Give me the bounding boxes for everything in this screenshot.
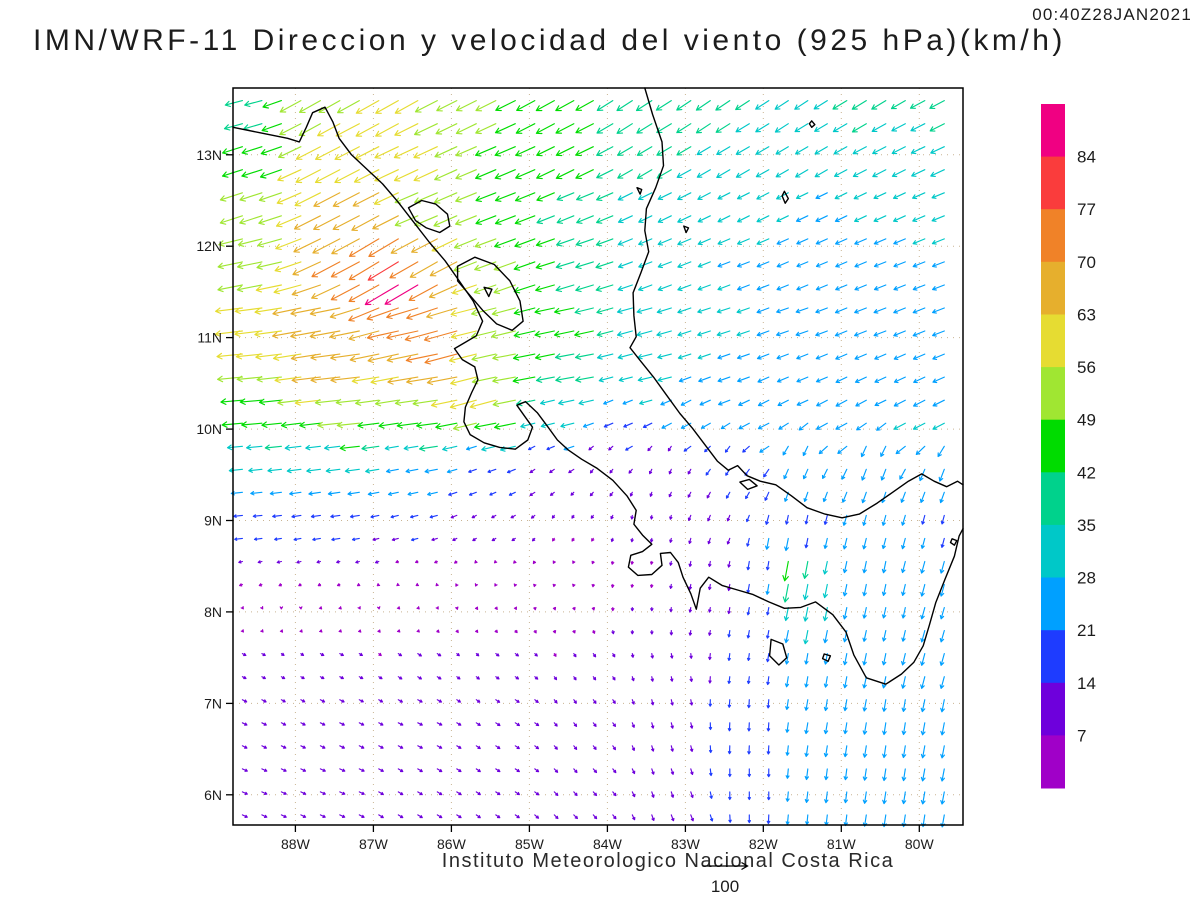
lon-tick-label: 87W	[359, 836, 389, 852]
colorbar-tick-label: 21	[1077, 621, 1096, 640]
reference-vector-label: 100	[711, 877, 739, 896]
coastline	[629, 87, 964, 519]
coastlines	[232, 87, 964, 685]
colorbar-tick-label: 14	[1077, 674, 1096, 693]
lat-tick-label: 13N	[196, 147, 222, 163]
colorbar-tick-label: 56	[1077, 358, 1096, 377]
lat-tick-label: 11N	[197, 330, 222, 346]
colorbar-segment	[1041, 419, 1065, 473]
lon-tick-label: 85W	[515, 836, 545, 852]
colorbar-segment	[1041, 577, 1065, 631]
coastline	[949, 538, 958, 546]
lon-axis-labels: 88W 87W 86W 85W 84W 83W 82W 81W 80W	[281, 825, 934, 852]
lat-tick-label: 9N	[204, 513, 222, 529]
colorbar-tick-label: 35	[1077, 516, 1096, 535]
lon-tick-label: 82W	[749, 836, 779, 852]
chart-title: IMN/WRF-11 Direccion y velocidad del vie…	[33, 24, 1066, 57]
coastline	[456, 256, 524, 331]
colorbar-tick-label: 42	[1077, 463, 1096, 482]
lat-axis-labels: 13N 12N 11N 10N 9N 8N 7N 6N	[196, 147, 233, 803]
coastline	[781, 190, 789, 204]
colorbar-tick-label: 63	[1077, 306, 1096, 325]
colorbar-segment	[1041, 524, 1065, 578]
coastline	[483, 286, 493, 298]
colorbar-segment	[1041, 104, 1065, 158]
lat-tick-label: 12N	[196, 238, 222, 254]
colorbar-tick-label: 28	[1077, 569, 1096, 588]
coastline	[768, 638, 788, 666]
run-timestamp: 00:40Z28JAN2021	[1032, 5, 1192, 24]
colorbar-segment	[1041, 472, 1065, 526]
lon-tick-label: 80W	[905, 836, 935, 852]
coastline	[636, 187, 643, 195]
colorbar-segment	[1041, 209, 1065, 263]
colorbar-tick-label: 77	[1077, 200, 1096, 219]
colorbar-segment	[1041, 682, 1065, 736]
lon-tick-label: 83W	[671, 836, 701, 852]
map-frame	[232, 87, 964, 826]
coastline	[407, 199, 451, 234]
wind-vectors	[214, 100, 946, 828]
lat-tick-label: 10N	[196, 421, 222, 437]
colorbar: 7 14 21 28 35 42 49 56 63 70 77 84	[1041, 104, 1096, 789]
colorbar-tick-label: 7	[1077, 726, 1086, 745]
colorbar-segment	[1041, 735, 1065, 789]
colorbar-segment	[1041, 261, 1065, 315]
reference-vector: 100	[702, 861, 749, 896]
colorbar-segment	[1041, 367, 1065, 421]
lat-tick-label: 7N	[204, 695, 222, 711]
colorbar-segment	[1041, 156, 1065, 210]
coastline	[808, 120, 816, 128]
lon-tick-label: 84W	[593, 836, 623, 852]
footer-credit: Instituto Meteorologico Nacional Costa R…	[441, 850, 895, 872]
coastline	[232, 106, 964, 685]
colorbar-segment	[1041, 630, 1065, 684]
colorbar-tick-label: 84	[1077, 148, 1096, 167]
lon-tick-label: 86W	[437, 836, 467, 852]
colorbar-tick-label: 49	[1077, 411, 1096, 430]
coastline	[739, 478, 758, 491]
lat-tick-label: 6N	[204, 787, 222, 803]
coastline	[683, 225, 690, 234]
lon-tick-label: 88W	[281, 836, 311, 852]
lat-tick-label: 8N	[204, 604, 222, 620]
lon-tick-label: 81W	[827, 836, 857, 852]
colorbar-segment	[1041, 314, 1065, 368]
reference-vector-arrow	[702, 861, 749, 871]
coastline	[821, 653, 832, 662]
colorbar-tick-label: 70	[1077, 253, 1096, 272]
